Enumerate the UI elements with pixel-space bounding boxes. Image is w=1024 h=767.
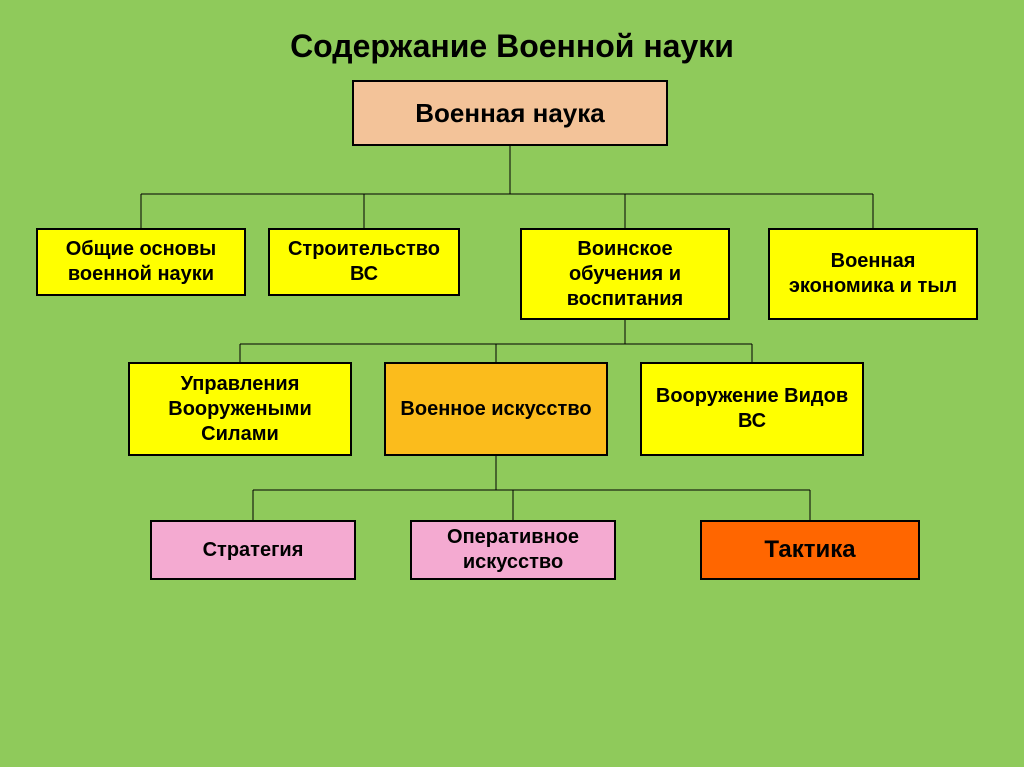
node-l3c: Тактика [700, 520, 920, 580]
node-l2c: Вооружение Видов ВС [640, 362, 864, 456]
node-l1b: Строительство ВС [268, 228, 460, 296]
diagram-title: Содержание Военной науки [0, 28, 1024, 65]
node-l3a: Стратегия [150, 520, 356, 580]
node-l3b: Оперативное искусство [410, 520, 616, 580]
node-l1d: Военная экономика и тыл [768, 228, 978, 320]
node-root: Военная наука [352, 80, 668, 146]
node-l2a: Управления Вооружеными Силами [128, 362, 352, 456]
node-l1a: Общие основы военной науки [36, 228, 246, 296]
node-l2b: Военное искусство [384, 362, 608, 456]
diagram-canvas: Содержание Военной науки Военная наука Об… [0, 0, 1024, 767]
node-l1c: Воинское обучения и воспитания [520, 228, 730, 320]
